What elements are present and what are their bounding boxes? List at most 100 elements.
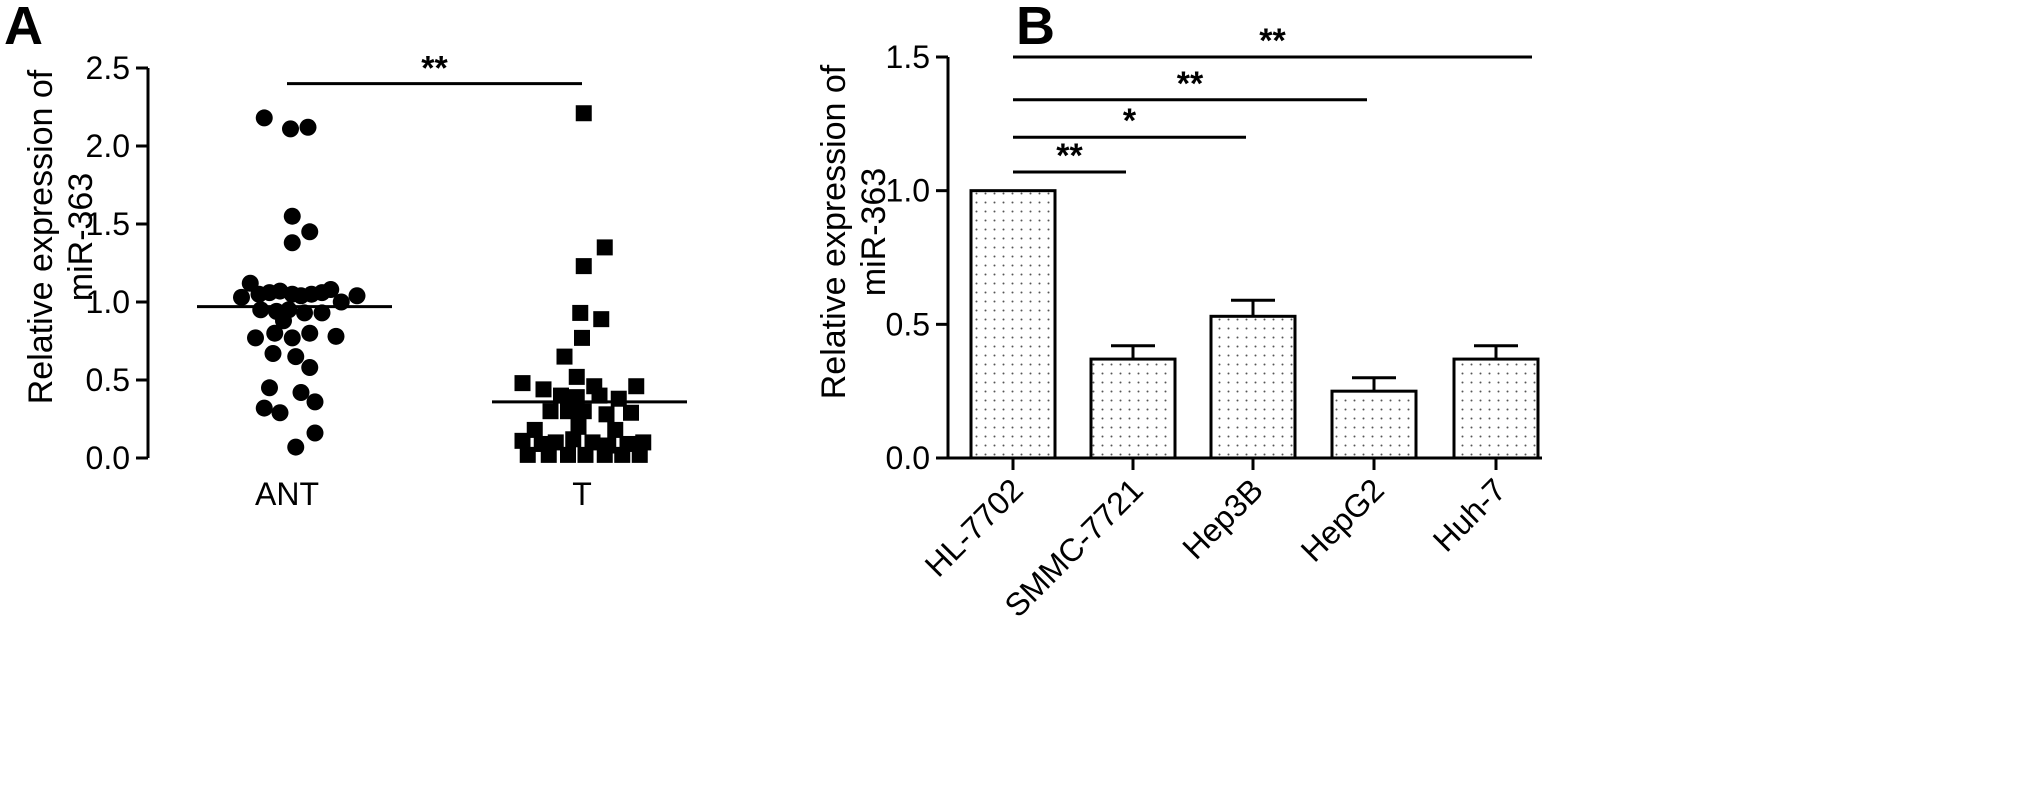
data-point (287, 438, 305, 456)
data-point (526, 421, 543, 438)
data-point (283, 207, 301, 225)
data-point (255, 109, 273, 127)
data-point (283, 234, 301, 252)
data-point (301, 359, 319, 377)
data-point (542, 403, 559, 420)
data-point (233, 288, 250, 306)
data-point (261, 379, 278, 397)
significance-label: ** (421, 50, 448, 88)
data-point (614, 446, 631, 463)
data-point (575, 105, 592, 122)
bar (1330, 389, 1418, 460)
y-axis-title-line-1: Relative expression of (815, 64, 853, 399)
y-axis-title-line-1: Relative expression of (22, 69, 60, 404)
data-point (553, 387, 569, 404)
data-point (596, 446, 613, 463)
data-point (547, 434, 564, 451)
data-point (556, 348, 573, 365)
data-point (301, 324, 319, 342)
significance-label: * (1123, 102, 1137, 140)
data-point (565, 431, 582, 448)
data-point (568, 368, 585, 385)
data-point (348, 287, 366, 305)
data-point (560, 403, 576, 420)
data-point (584, 434, 601, 451)
data-point (519, 446, 536, 463)
x-category-label: Huh-7 (1426, 471, 1513, 558)
significance-annotations: ******* (1013, 22, 1532, 175)
x-category-label: Hep3B (1175, 471, 1270, 566)
data-point (299, 118, 317, 136)
y-tick-label: 0.5 (886, 306, 930, 342)
bar (1209, 314, 1297, 460)
data-point (596, 239, 613, 256)
data-point (514, 375, 531, 392)
data-point (514, 432, 531, 449)
data-point (575, 403, 592, 420)
data-points (197, 105, 687, 463)
data-point (282, 120, 299, 138)
y-tick-label: 1.0 (86, 284, 130, 320)
data-point (591, 387, 608, 404)
data-point (271, 404, 289, 422)
data-point (598, 406, 615, 423)
data-point (572, 304, 589, 321)
data-point (301, 223, 319, 241)
data-point (264, 344, 282, 362)
significance-label: ** (1056, 137, 1083, 175)
y-tick-label: 0.5 (86, 362, 130, 398)
data-point (623, 404, 639, 421)
x-axis-categories: ANT T (255, 476, 592, 512)
data-point (322, 281, 340, 299)
data-point (574, 329, 590, 346)
y-tick-label: 2.5 (86, 50, 130, 86)
y-axis-title-line-2: miR-363 (855, 168, 893, 296)
panel-b: B Relative expression of miR-363 0.0 0.5 1… (815, 0, 1542, 624)
data-point (575, 258, 592, 275)
x-category-label: HL-7702 (918, 471, 1030, 583)
data-point (283, 329, 301, 347)
data-point (610, 390, 627, 407)
data-point (540, 446, 557, 463)
data-point (607, 421, 624, 438)
data-point (252, 301, 270, 319)
data-point (535, 381, 552, 398)
x-category-label: ANT (255, 476, 319, 512)
data-point (313, 304, 331, 322)
data-point (577, 446, 594, 463)
data-point (255, 399, 273, 417)
bars (969, 189, 1540, 470)
bar (1452, 357, 1540, 460)
data-point (327, 327, 345, 345)
y-axis-title: Relative expression of miR-363 (22, 69, 100, 404)
data-point (570, 418, 587, 435)
data-point (593, 311, 610, 328)
data-point (287, 348, 305, 366)
data-point (306, 393, 324, 411)
data-point (266, 324, 284, 342)
y-axis-title-line-2: miR-363 (62, 173, 100, 301)
data-point (275, 312, 292, 330)
bar (1089, 357, 1177, 460)
y-tick-label: 1.0 (886, 173, 930, 209)
data-point (628, 378, 645, 395)
significance-annotations: ** (287, 50, 582, 88)
panel-a: A Relative expression of miR-363 0.0 0.5 1… (4, 0, 687, 512)
y-tick-label: 1.5 (86, 206, 130, 242)
y-axis-ticks: 0.0 0.5 1.0 1.5 2.0 2.5 (86, 50, 150, 476)
y-tick-label: 2.0 (86, 128, 130, 164)
y-tick-label: 1.5 (886, 39, 930, 75)
y-axis-title: Relative expression of miR-363 (815, 64, 893, 399)
significance-label: ** (1259, 22, 1286, 60)
data-point (306, 424, 324, 442)
y-tick-label: 0.0 (886, 440, 930, 476)
data-point (560, 446, 576, 463)
x-category-label: HepG2 (1294, 471, 1391, 568)
data-point (247, 329, 264, 347)
data-point (292, 383, 310, 401)
significance-label: ** (1177, 65, 1204, 103)
panel-a-label: A (4, 0, 43, 56)
data-point (635, 434, 652, 451)
